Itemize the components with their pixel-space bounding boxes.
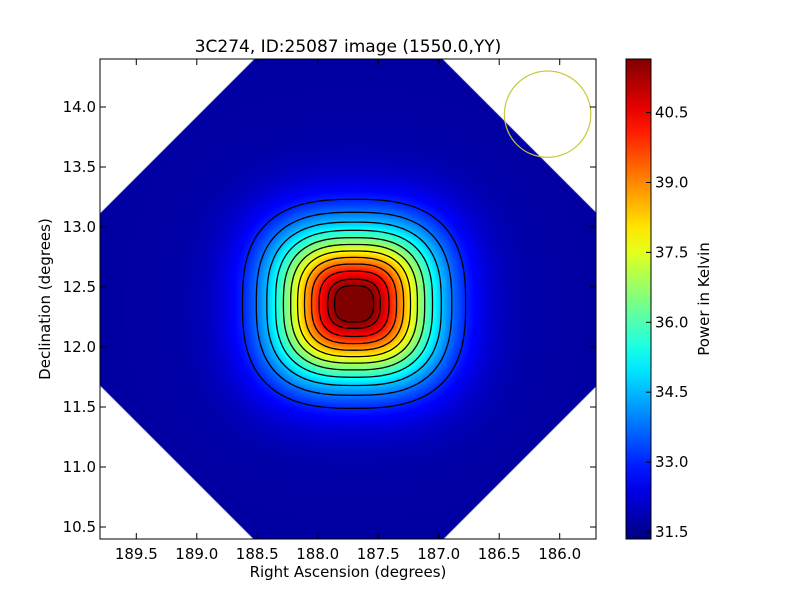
y-tick-label: 11.5	[63, 398, 96, 416]
x-tick-label: 187.0	[417, 545, 460, 563]
y-axis-ticks: 10.5 11.0 11.5 12.0 12.5 13.0 13.5 14.0	[63, 98, 596, 536]
chart-title: 3C274, ID:25087 image (1550.0,YY)	[195, 37, 502, 57]
colorbar-tick-label: 31.5	[655, 523, 688, 541]
y-tick-label: 12.5	[63, 278, 96, 296]
contour-line	[333, 284, 375, 323]
x-tick-label: 188.0	[296, 545, 339, 563]
y-axis-label: Declination (degrees)	[36, 218, 54, 380]
x-axis-label: Right Ascension (degrees)	[250, 563, 447, 581]
x-axis-ticks: 189.5 189.0 188.5 188.0 187.5 187.0 186.5 186.0	[115, 59, 581, 563]
contour-line	[274, 229, 434, 378]
colorbar-tick-label: 40.5	[655, 104, 688, 122]
contour-line	[241, 198, 467, 409]
contour-lines	[241, 198, 467, 409]
contour-line	[282, 237, 426, 371]
x-tick-label: 186.0	[538, 545, 581, 563]
y-tick-label: 14.0	[63, 98, 96, 116]
contour-line	[266, 221, 442, 387]
colorbar-label: Power in Kelvin	[695, 242, 713, 356]
heatmap-raster	[100, 59, 596, 539]
x-tick-label: 186.5	[478, 545, 521, 563]
colorbar-tick-label: 34.5	[655, 383, 688, 401]
contour-line	[296, 250, 412, 358]
contour-line	[310, 263, 398, 345]
x-tick-label: 189.5	[115, 545, 158, 563]
contour-line	[255, 211, 453, 396]
heatmap-image	[100, 59, 596, 539]
colorbar-tick-label: 37.5	[655, 243, 688, 261]
y-tick-label: 10.5	[63, 518, 96, 536]
y-tick-label: 13.0	[63, 218, 96, 236]
x-tick-label: 188.5	[236, 545, 279, 563]
colorbar-ticks: 31.5 33.0 34.5 36.0 37.5 39.0 40.5	[646, 104, 688, 541]
beam-circle	[503, 70, 592, 159]
colorbar-tick-label: 36.0	[655, 313, 688, 331]
y-tick-label: 11.0	[63, 458, 96, 476]
y-tick-label: 13.5	[63, 158, 96, 176]
y-tick-label: 12.0	[63, 338, 96, 356]
x-tick-label: 187.5	[357, 545, 400, 563]
colorbar	[625, 58, 652, 540]
colorbar-tick-label: 33.0	[655, 453, 688, 471]
contour-line	[303, 256, 405, 351]
contour-line	[318, 270, 390, 338]
contour-line	[290, 243, 419, 364]
x-tick-label: 189.0	[175, 545, 218, 563]
contour-line	[327, 278, 381, 329]
colorbar-tick-label: 39.0	[655, 173, 688, 191]
plot-frame	[99, 58, 597, 540]
